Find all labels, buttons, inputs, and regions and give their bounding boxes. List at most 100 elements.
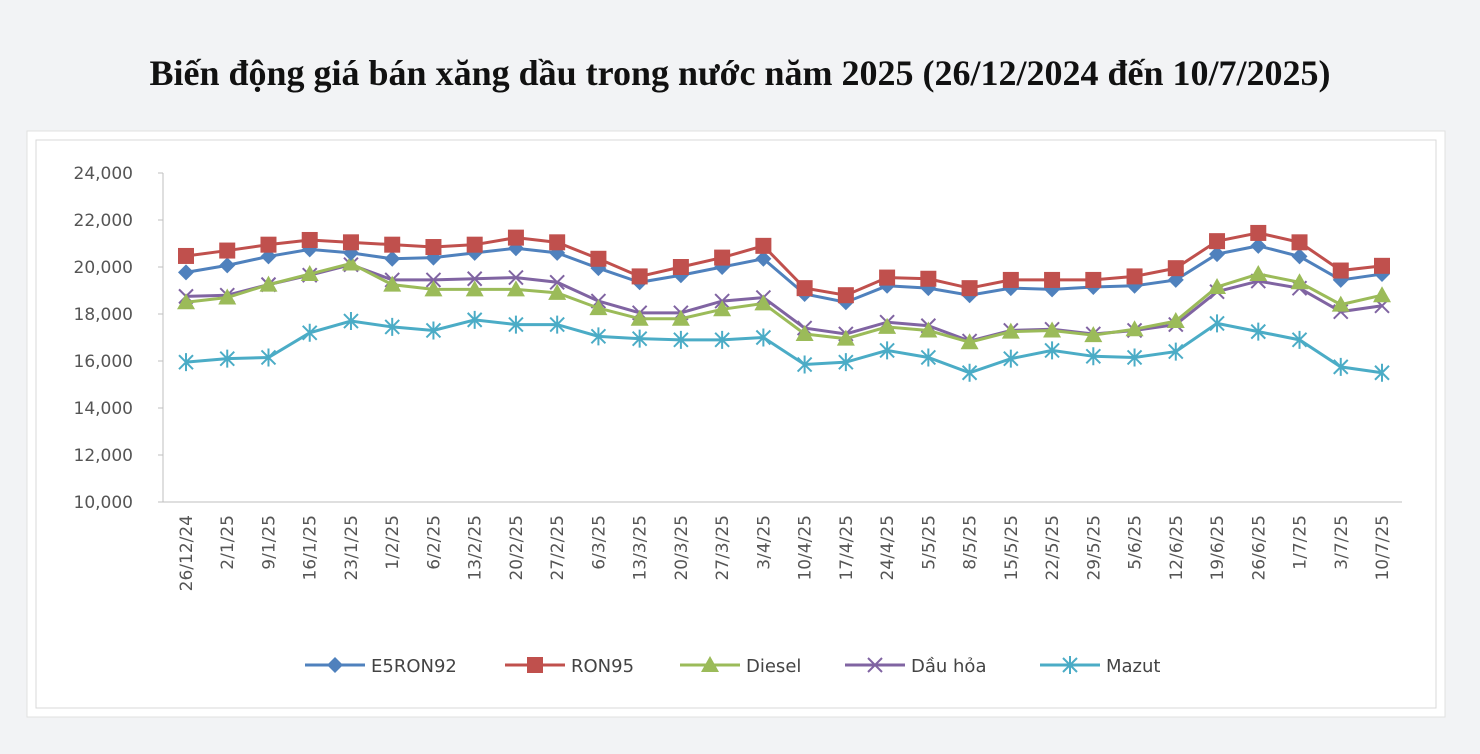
data-point bbox=[260, 236, 277, 253]
data-point bbox=[259, 275, 278, 292]
y-tick-label: 16,000 bbox=[74, 352, 133, 372]
x-tick-label: 26/6/25 bbox=[1249, 515, 1269, 581]
data-point bbox=[795, 324, 814, 341]
data-point bbox=[755, 237, 772, 254]
data-point bbox=[507, 229, 524, 246]
x-tick-label: 10/4/25 bbox=[796, 515, 816, 581]
y-tick-label: 12,000 bbox=[74, 446, 133, 466]
data-point bbox=[714, 330, 730, 349]
data-point bbox=[1374, 257, 1390, 274]
data-point bbox=[631, 268, 648, 285]
data-point bbox=[1250, 322, 1266, 341]
x-tick-label: 16/1/25 bbox=[301, 515, 321, 581]
data-point bbox=[1291, 234, 1308, 251]
data-point bbox=[919, 321, 938, 338]
data-point bbox=[508, 315, 524, 334]
data-point bbox=[1249, 265, 1268, 282]
data-point bbox=[425, 272, 442, 288]
x-tick-label: 1/7/25 bbox=[1291, 515, 1311, 570]
x-tick-label: 29/5/25 bbox=[1084, 515, 1104, 581]
x-tick-label: 5/5/25 bbox=[919, 515, 939, 570]
x-tick-label: 22/5/25 bbox=[1043, 515, 1063, 581]
data-point bbox=[384, 236, 401, 253]
data-point bbox=[383, 275, 402, 292]
data-point bbox=[341, 254, 360, 271]
data-point bbox=[178, 353, 194, 372]
data-point bbox=[549, 274, 565, 290]
x-tick-label: 15/5/25 bbox=[1002, 515, 1022, 581]
data-point bbox=[878, 317, 897, 334]
data-point bbox=[177, 293, 195, 310]
legend-label: Mazut bbox=[1106, 656, 1160, 677]
data-point bbox=[1250, 237, 1267, 254]
series-Diesel bbox=[177, 254, 1391, 350]
data-point bbox=[1332, 262, 1349, 279]
x-tick-label: 27/3/25 bbox=[713, 515, 733, 581]
x-tick-label: 10/7/25 bbox=[1373, 515, 1393, 581]
data-point bbox=[300, 265, 319, 282]
data-point bbox=[590, 250, 607, 267]
data-point bbox=[796, 280, 813, 297]
data-point bbox=[671, 309, 690, 326]
y-tick-label: 20,000 bbox=[74, 258, 133, 278]
data-point bbox=[327, 657, 343, 673]
data-point bbox=[1125, 320, 1144, 337]
data-point bbox=[1085, 271, 1102, 288]
data-point bbox=[218, 288, 237, 305]
data-point bbox=[867, 657, 883, 673]
x-tick-label: 23/1/25 bbox=[342, 515, 362, 581]
x-tick-label: 13/2/25 bbox=[466, 515, 486, 581]
data-point bbox=[1291, 330, 1308, 349]
data-point bbox=[1001, 322, 1020, 339]
data-point bbox=[178, 247, 194, 264]
data-point bbox=[879, 341, 895, 360]
data-point bbox=[1374, 363, 1390, 382]
series-Mazut bbox=[178, 310, 1390, 382]
data-point bbox=[425, 239, 442, 256]
data-point bbox=[837, 287, 854, 304]
data-point bbox=[549, 234, 566, 251]
data-point bbox=[508, 269, 524, 286]
data-point bbox=[920, 348, 937, 367]
legend-item: RON95 bbox=[505, 656, 634, 677]
data-point bbox=[1209, 233, 1226, 250]
data-point bbox=[796, 355, 813, 374]
data-point bbox=[920, 270, 937, 287]
data-point bbox=[630, 309, 649, 326]
legend-label: RON95 bbox=[571, 656, 634, 677]
data-point bbox=[1290, 273, 1309, 290]
data-point bbox=[1084, 326, 1103, 343]
data-point bbox=[961, 363, 978, 382]
x-tick-label: 12/6/25 bbox=[1167, 515, 1187, 581]
data-point bbox=[343, 312, 359, 331]
y-tick-label: 22,000 bbox=[74, 211, 133, 231]
data-point bbox=[219, 349, 235, 368]
data-point bbox=[342, 234, 359, 251]
legend-label: Diesel bbox=[746, 656, 801, 677]
data-point bbox=[1209, 314, 1225, 333]
y-tick-label: 14,000 bbox=[74, 399, 133, 419]
data-point bbox=[961, 280, 978, 297]
legend-item: Mazut bbox=[1040, 656, 1160, 677]
data-point bbox=[1208, 277, 1227, 294]
series-line bbox=[185, 261, 1383, 344]
data-point bbox=[1168, 342, 1184, 361]
data-point bbox=[701, 656, 719, 672]
data-point bbox=[466, 271, 483, 287]
legend-item: E5RON92 bbox=[305, 656, 457, 677]
x-tick-label: 3/4/25 bbox=[754, 515, 774, 570]
data-point bbox=[1333, 357, 1349, 376]
data-point bbox=[590, 327, 607, 346]
x-tick-label: 6/3/25 bbox=[589, 515, 609, 570]
plot-border bbox=[35, 139, 1437, 709]
data-point bbox=[466, 310, 483, 329]
x-tick-label: 5/6/25 bbox=[1126, 515, 1146, 570]
x-tick-label: 20/2/25 bbox=[507, 515, 527, 581]
x-tick-label: 3/7/25 bbox=[1332, 515, 1352, 570]
legend-label: Dầu hỏa bbox=[911, 656, 986, 677]
chart-title: Biến động giá bán xăng dầu trong nước nă… bbox=[149, 53, 1331, 93]
x-tick-label: 8/5/25 bbox=[961, 515, 981, 570]
x-tick-label: 6/2/25 bbox=[424, 515, 444, 570]
data-point bbox=[219, 257, 236, 274]
data-point bbox=[1250, 224, 1267, 241]
